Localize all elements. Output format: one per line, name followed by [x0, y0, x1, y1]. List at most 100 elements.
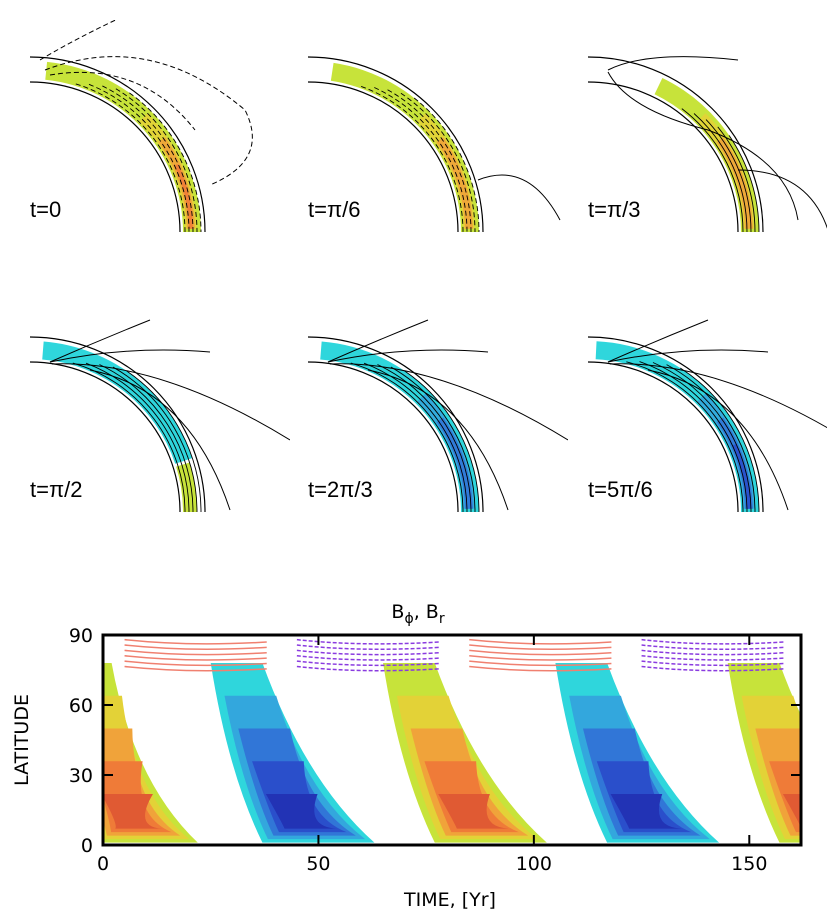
poloidal-field-line [680, 367, 760, 513]
br-contour-line [469, 655, 612, 661]
snapshot-panel: t=π/6 [308, 20, 568, 250]
snapshot-panel: t=π/2 [30, 300, 290, 530]
radial-field-contours [124, 638, 784, 672]
br-contour-line [296, 655, 440, 661]
surface-boundary [588, 336, 764, 513]
x-tick-label: 50 [306, 853, 330, 875]
br-contour-line [641, 655, 784, 661]
external-field-lines [327, 319, 568, 511]
panel-time-label: t=π/6 [308, 197, 361, 222]
contour-level [103, 794, 163, 829]
br-contour-line [124, 644, 267, 650]
external-field-lines [607, 319, 827, 511]
field-intensity-patch [158, 137, 195, 229]
meridional-plane [30, 319, 290, 513]
br-contour-line [124, 660, 267, 667]
br-contour-line [296, 644, 440, 650]
poloidal-field-line [728, 135, 760, 233]
positive-toroidal-wing [727, 663, 801, 843]
poloidal-field-line [666, 364, 756, 513]
contour-level [438, 794, 510, 829]
meridional-plane [308, 319, 568, 513]
poloidal-field-line [126, 370, 202, 513]
field-intensity-patch [174, 163, 193, 229]
surface-boundary [308, 336, 484, 513]
panel-time-label: t=π/2 [30, 477, 83, 502]
poloidal-field-line [112, 366, 198, 513]
y-tick-label: 0 [81, 835, 93, 857]
br-contour-line [296, 649, 440, 656]
poloidal-field-line [350, 362, 464, 513]
field-intensity-patch [436, 137, 473, 229]
poloidal-field-line [88, 83, 190, 233]
surface-boundary [30, 336, 206, 513]
x-tick-label: 0 [97, 853, 109, 875]
field-intensity-patch [716, 137, 753, 229]
panel-time-label: t=π/3 [588, 197, 641, 222]
external-field-lines [607, 56, 827, 229]
field-intensity-patch [436, 417, 473, 509]
inner-boundary [308, 81, 459, 233]
x-axis-label: TIME, [Yr] [403, 889, 496, 911]
y-axis-label: LATITUDE [11, 694, 33, 786]
br-contour-line [469, 644, 612, 650]
poloidal-field-line [374, 87, 468, 233]
inner-boundary [30, 361, 181, 513]
positive-toroidal-wing [383, 663, 547, 843]
poloidal-field-line [75, 83, 186, 233]
br-contour-line [469, 649, 612, 656]
panel-time-label: t=5π/6 [588, 477, 653, 502]
contour-level [610, 794, 682, 829]
field-intensity-patch [417, 113, 475, 229]
surface-boundary [588, 56, 764, 233]
poloidal-field-line [413, 97, 480, 233]
toroidal-field-region [176, 462, 197, 512]
meridional-plane [588, 56, 827, 233]
plot-frame [101, 633, 803, 847]
br-contour-line [469, 665, 612, 672]
br-contour-line [124, 655, 267, 661]
contour-level [782, 794, 801, 828]
external-field-lines [477, 174, 561, 221]
external-field-lines [39, 20, 253, 186]
meridional-plane [308, 56, 561, 233]
field-intensity-patch [732, 443, 751, 509]
x-tick-label: 150 [731, 853, 767, 875]
br-contour-line [124, 665, 267, 672]
panel-time-label: t=0 [30, 197, 62, 222]
contour-level [265, 794, 338, 829]
positive-toroidal-wing [103, 663, 198, 843]
meridional-plane [30, 20, 253, 233]
poloidal-field-line [102, 85, 194, 233]
field-intensity-patch [697, 393, 755, 509]
panel-time-label: t=2π/3 [308, 477, 373, 502]
field-intensity-patch [139, 113, 197, 229]
poloidal-field-line [693, 113, 748, 233]
br-contour-line [641, 649, 784, 656]
y-tick-label: 60 [69, 695, 93, 717]
br-contour-line [124, 649, 267, 656]
poloidal-field-line [681, 108, 744, 233]
poloidal-field-line [400, 92, 476, 233]
poloidal-field-line [639, 361, 748, 513]
inner-boundary [30, 81, 181, 233]
poloidal-field-line [377, 364, 472, 513]
poloidal-field-line [390, 366, 476, 513]
surface-boundary [30, 56, 206, 233]
negative-toroidal-wing [210, 663, 375, 843]
poloidal-field-line [99, 364, 194, 513]
external-field-lines [49, 319, 290, 511]
surface-boundary [308, 56, 484, 233]
field-intensity-patch [716, 417, 753, 509]
inner-boundary [588, 361, 739, 513]
br-contour-line [641, 660, 784, 667]
br-contour-line [641, 644, 784, 650]
field-intensity-patch [697, 113, 755, 229]
poloidal-field-line [652, 362, 752, 513]
y-tick-label: 90 [69, 625, 93, 647]
chart-title: Bϕ, Br [391, 601, 444, 627]
snapshot-panel: t=0 [30, 20, 290, 250]
butterfly-diagram: 0 50 100 150 0 30 60 90 Bϕ, Br TIME, [Yr] LATIT… [11, 601, 803, 911]
br-contour-line [641, 665, 784, 672]
poloidal-field-line [72, 362, 186, 513]
